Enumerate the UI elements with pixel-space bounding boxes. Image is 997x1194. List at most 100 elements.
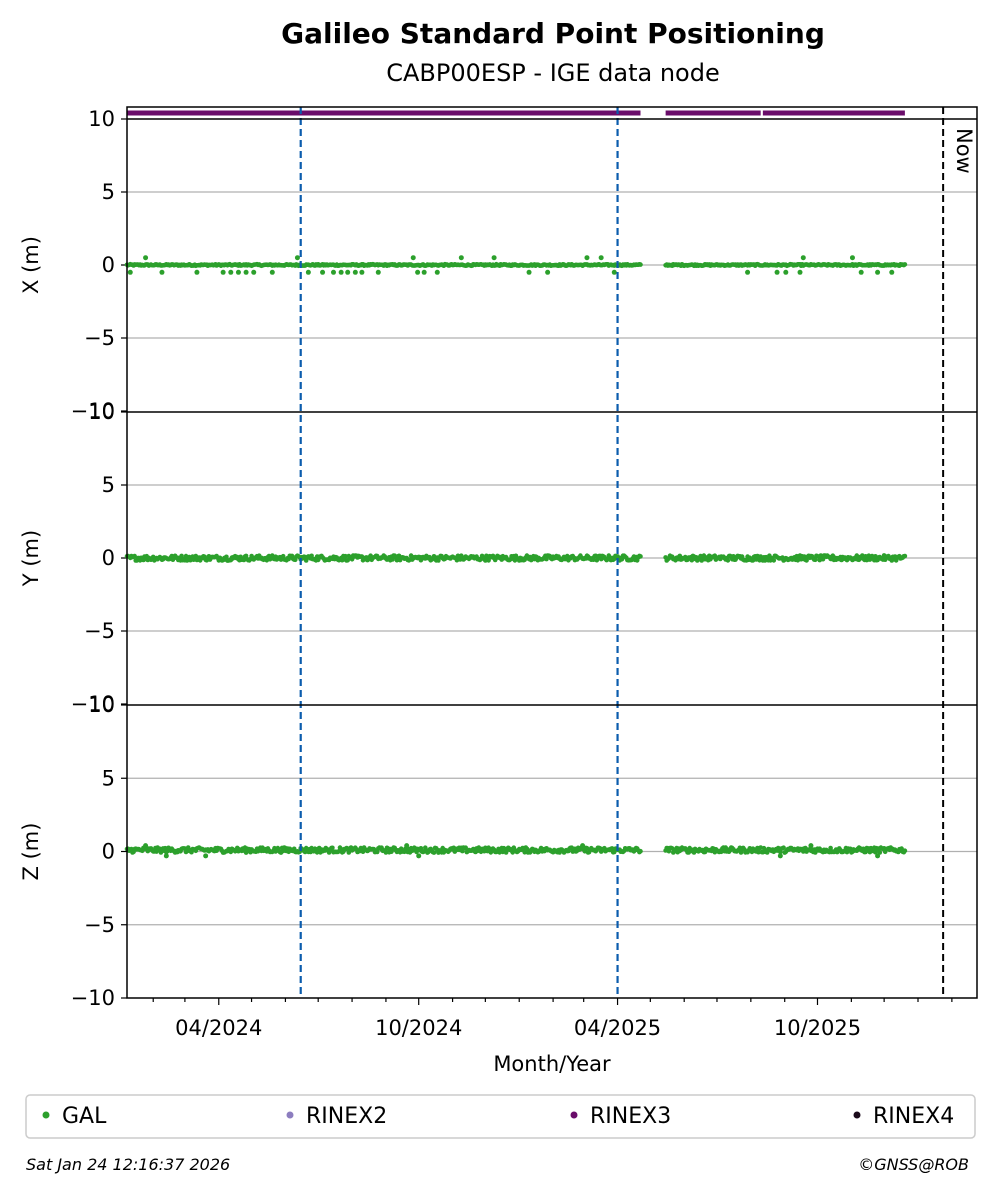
gal-point: [346, 850, 352, 855]
gal-point: [330, 845, 335, 851]
gal-point: [374, 849, 380, 855]
gal-point: [416, 853, 422, 859]
gal-point: [598, 255, 604, 261]
gal-point: [375, 269, 381, 275]
gal-point: [609, 846, 615, 851]
gal-point: [127, 269, 133, 275]
gal-point: [849, 255, 855, 261]
gal-point: [745, 269, 751, 275]
gal-point: [820, 556, 826, 562]
legend-marker-gal: [42, 1111, 50, 1119]
gal-point: [143, 843, 149, 849]
legend-label-gal: GAL: [62, 1104, 107, 1129]
gal-point: [421, 269, 427, 275]
gal-point: [159, 269, 165, 275]
gal-point: [338, 269, 344, 275]
gal-point: [383, 850, 389, 855]
gal-point: [343, 553, 348, 559]
gal-point: [783, 269, 789, 275]
gal-point: [243, 269, 249, 275]
gal-point: [394, 557, 400, 563]
gal-point: [491, 255, 497, 261]
gal-point: [143, 255, 149, 261]
legend-box: [25, 1094, 976, 1139]
y-axis-label: Z (m): [19, 823, 43, 881]
plot-frame: [126, 106, 978, 999]
footer-copyright: ©GNSS@ROB: [858, 1155, 969, 1174]
chart-title: Galileo Standard Point Positioning: [281, 17, 825, 50]
gal-point: [545, 269, 551, 275]
gal-point: [235, 269, 241, 275]
y-tick-label: 0: [102, 546, 115, 570]
gal-point: [828, 845, 833, 851]
gal-point: [463, 845, 469, 850]
y-tick-label: −5: [84, 913, 115, 937]
gal-point: [179, 553, 184, 559]
y-tick-label: 10: [88, 107, 115, 131]
gal-point: [902, 848, 908, 853]
gal-point: [352, 269, 358, 275]
gal-point: [797, 269, 803, 275]
gal-point: [858, 269, 864, 275]
gal-point: [314, 850, 320, 855]
x-tick-label: 04/2025: [574, 1016, 661, 1040]
y-axis-label: X (m): [19, 236, 43, 294]
gal-point: [875, 853, 881, 859]
gal-point: [220, 269, 226, 275]
gal-point: [410, 255, 416, 261]
gal-point: [756, 849, 761, 855]
y-tick-label: 10: [88, 693, 115, 717]
y-tick-label: −5: [84, 326, 115, 350]
y-tick-label: −10: [71, 399, 115, 423]
legend-label-rinex2: RINEX2: [306, 1104, 387, 1129]
gal-point: [638, 262, 643, 267]
gal-point: [522, 850, 527, 855]
gal-point: [251, 269, 257, 275]
gal-point: [619, 557, 625, 562]
gal-point: [203, 853, 209, 859]
gal-point: [902, 553, 908, 559]
x-axis-label: Month/Year: [493, 1052, 611, 1076]
gal-point: [584, 255, 590, 261]
legend-marker-rinex2: [286, 1111, 294, 1119]
gal-point: [902, 262, 908, 267]
gal-point: [305, 269, 311, 275]
y-tick-label: 0: [102, 253, 115, 277]
y-tick-label: 5: [102, 180, 115, 204]
gal-point: [132, 553, 137, 559]
gal-point: [544, 556, 549, 562]
gal-point: [781, 845, 786, 850]
gal-point: [800, 255, 806, 261]
y-tick-label: 5: [102, 766, 115, 790]
gal-point: [611, 269, 617, 275]
gal-point: [725, 558, 731, 563]
gal-point: [359, 269, 365, 275]
legend-label-rinex4: RINEX4: [873, 1104, 954, 1129]
gal-point: [269, 269, 275, 275]
gal-point: [771, 558, 777, 563]
y-tick-label: −10: [71, 692, 115, 716]
x-tick-label: 10/2024: [375, 1016, 462, 1040]
gal-point: [804, 558, 809, 563]
gal-point: [163, 853, 169, 859]
gal-point: [677, 553, 683, 559]
legend-label-rinex3: RINEX3: [590, 1104, 671, 1129]
gal-point: [777, 853, 783, 859]
gal-point: [228, 269, 234, 275]
x-tick-label: 04/2024: [175, 1016, 262, 1040]
y-axis-label: Y (m): [19, 530, 43, 587]
y-tick-label: 10: [88, 400, 115, 424]
gal-point: [434, 269, 440, 275]
gal-point: [808, 843, 814, 849]
gal-point: [294, 255, 300, 261]
gal-point: [431, 850, 437, 855]
y-tick-label: 0: [102, 840, 115, 864]
gal-point: [889, 269, 895, 275]
gal-point: [580, 843, 586, 849]
legend-marker-rinex4: [853, 1111, 861, 1119]
gal-point: [404, 843, 410, 849]
y-tick-label: −5: [84, 619, 115, 643]
legend-marker-rinex3: [570, 1111, 578, 1119]
now-label: Now: [952, 128, 976, 174]
